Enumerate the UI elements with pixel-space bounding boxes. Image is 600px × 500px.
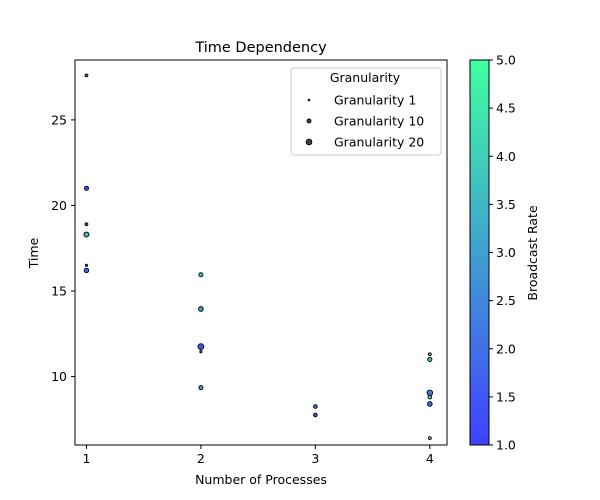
chart-title: Time Dependency bbox=[194, 40, 327, 56]
colorbar-tick-label: 4.0 bbox=[496, 149, 516, 164]
data-point bbox=[427, 356, 433, 362]
data-point bbox=[198, 385, 204, 391]
data-point bbox=[197, 343, 205, 350]
colorbar-gradient bbox=[469, 59, 490, 446]
legend: Granularity Granularity 1 Granularity 10 G… bbox=[290, 67, 442, 156]
y-tick-label: 25 bbox=[51, 112, 67, 127]
x-tick-label: 3 bbox=[311, 451, 319, 466]
data-points bbox=[83, 73, 434, 441]
data-point bbox=[84, 73, 89, 78]
data-point bbox=[84, 222, 89, 227]
colorbar-label: Broadcast Rate bbox=[525, 205, 540, 301]
data-point bbox=[427, 394, 433, 400]
x-tick-label: 4 bbox=[426, 451, 434, 466]
colorbar: 1.0 1.5 2.0 2.5 3.0 3.5 4.0 4.5 5.0 Broadcast Ra… bbox=[469, 53, 540, 453]
data-point bbox=[84, 263, 89, 267]
y-tick-label: 10 bbox=[51, 369, 67, 384]
colorbar-tick-label: 2.5 bbox=[496, 293, 516, 308]
data-point bbox=[83, 267, 90, 274]
legend-title: Granularity bbox=[330, 70, 401, 85]
y-tick-label: 20 bbox=[51, 198, 67, 213]
data-point bbox=[199, 350, 203, 354]
legend-label: Granularity 10 bbox=[334, 114, 424, 129]
data-point bbox=[427, 436, 432, 441]
colorbar-tick-label: 3.5 bbox=[496, 197, 516, 212]
x-tick-label: 2 bbox=[197, 451, 205, 466]
data-point bbox=[198, 272, 204, 278]
colorbar-tick-label: 5.0 bbox=[496, 53, 516, 68]
colorbar-tick-label: 1.5 bbox=[496, 389, 516, 404]
y-axis-label: Time bbox=[26, 237, 41, 269]
data-point bbox=[313, 404, 318, 409]
legend-marker bbox=[306, 118, 312, 124]
legend-marker bbox=[307, 98, 311, 102]
legend-label: Granularity 1 bbox=[334, 93, 416, 108]
x-axis-label: Number of Processes bbox=[195, 472, 327, 487]
legend-marker bbox=[305, 138, 313, 146]
data-point bbox=[427, 401, 433, 407]
legend-frame bbox=[290, 67, 442, 156]
colorbar-tick-label: 3.0 bbox=[496, 245, 516, 260]
legend-label: Granularity 20 bbox=[334, 135, 424, 150]
y-tick-label: 15 bbox=[51, 284, 67, 299]
colorbar-tick-label: 2.0 bbox=[496, 341, 516, 356]
data-point bbox=[313, 412, 318, 418]
y-axis: 10 15 20 25 bbox=[51, 112, 75, 384]
data-point bbox=[427, 352, 432, 357]
colorbar-tick-label: 4.5 bbox=[496, 101, 516, 116]
colorbar-tick-label: 1.0 bbox=[496, 438, 516, 453]
data-point bbox=[83, 185, 89, 191]
data-point bbox=[83, 231, 90, 238]
data-point bbox=[426, 389, 434, 397]
data-point bbox=[198, 306, 204, 312]
x-tick-label: 1 bbox=[82, 451, 90, 466]
x-axis: 1 2 3 4 bbox=[82, 445, 434, 466]
